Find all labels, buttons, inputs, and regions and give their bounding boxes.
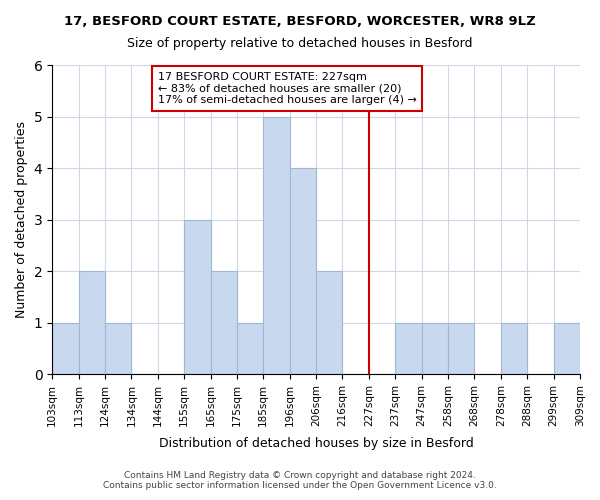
- Bar: [290, 168, 316, 374]
- Y-axis label: Number of detached properties: Number of detached properties: [15, 122, 28, 318]
- Bar: [263, 117, 290, 374]
- Bar: [79, 271, 105, 374]
- Bar: [211, 271, 237, 374]
- Bar: [501, 322, 527, 374]
- Bar: [422, 322, 448, 374]
- Bar: [184, 220, 211, 374]
- Bar: [237, 322, 263, 374]
- Bar: [105, 322, 131, 374]
- Bar: [52, 322, 79, 374]
- Bar: [395, 322, 422, 374]
- Bar: [316, 271, 343, 374]
- Text: 17 BESFORD COURT ESTATE: 227sqm
← 83% of detached houses are smaller (20)
17% of: 17 BESFORD COURT ESTATE: 227sqm ← 83% of…: [158, 72, 416, 105]
- Bar: [448, 322, 475, 374]
- Text: Size of property relative to detached houses in Besford: Size of property relative to detached ho…: [127, 38, 473, 51]
- Text: Contains HM Land Registry data © Crown copyright and database right 2024.
Contai: Contains HM Land Registry data © Crown c…: [103, 470, 497, 490]
- Text: 17, BESFORD COURT ESTATE, BESFORD, WORCESTER, WR8 9LZ: 17, BESFORD COURT ESTATE, BESFORD, WORCE…: [64, 15, 536, 28]
- X-axis label: Distribution of detached houses by size in Besford: Distribution of detached houses by size …: [159, 437, 473, 450]
- Bar: [554, 322, 580, 374]
